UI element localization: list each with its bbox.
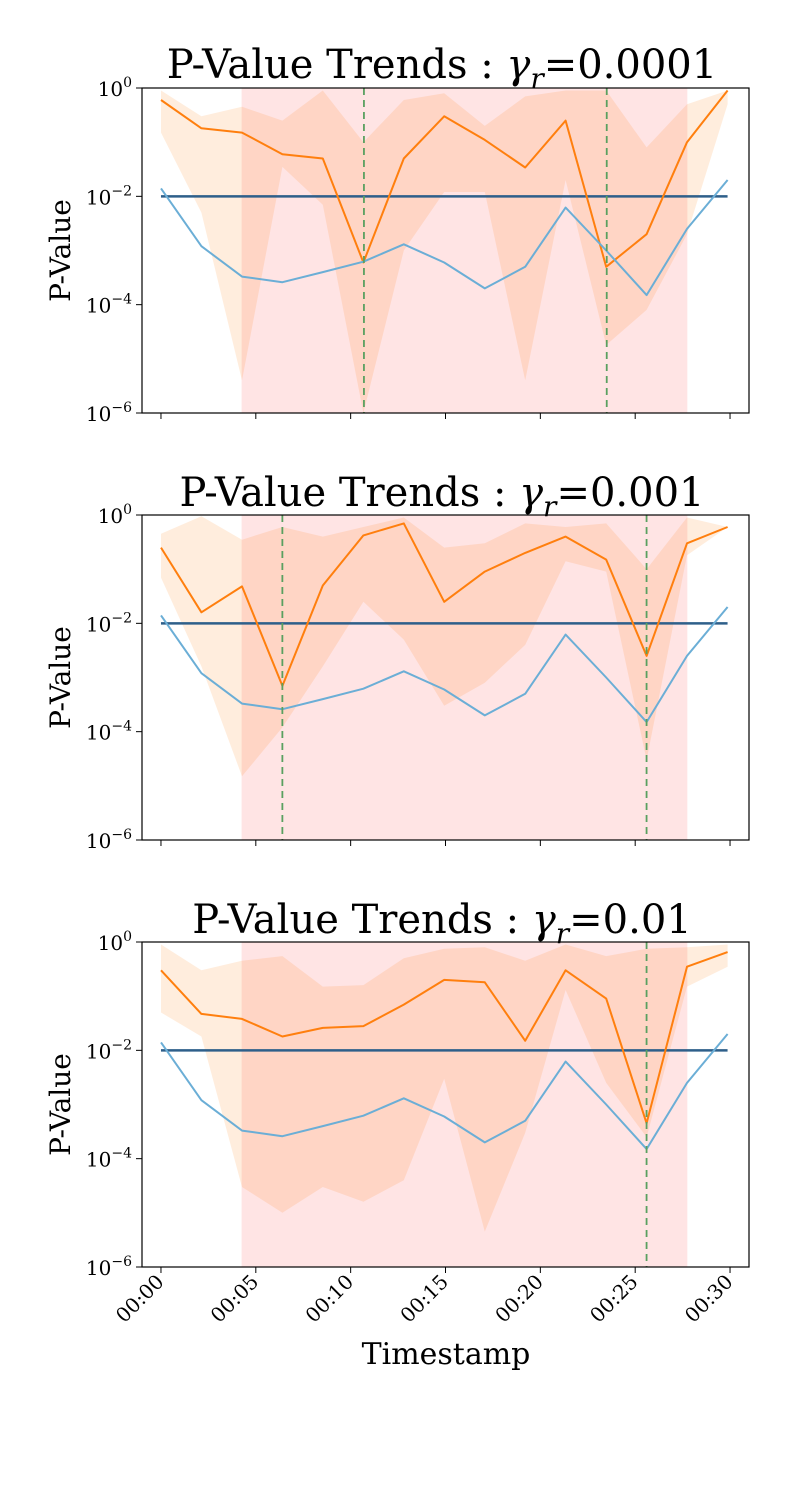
x-tick-label: 00:10 <box>300 1270 358 1328</box>
x-tick-label: 00:25 <box>585 1270 643 1328</box>
y-tick-label: 100 <box>98 75 132 101</box>
blue-series-line <box>160 606 729 724</box>
y-tick-label: 100 <box>98 502 132 528</box>
y-tick-label: 10−2 <box>86 610 132 636</box>
plot-area <box>160 515 729 840</box>
anomaly-span <box>241 515 688 840</box>
orange-series-line <box>160 951 728 1125</box>
y-tick-label: 10−6 <box>86 400 132 426</box>
orange-confidence-band <box>161 516 728 777</box>
chart-title: P-Value Trends : γr=0.0001 <box>167 42 717 95</box>
y-tick-label: 10−2 <box>86 1037 132 1063</box>
y-axis-label: P-Value <box>44 199 77 302</box>
plot-area <box>160 942 729 1267</box>
orange-series-line <box>160 89 729 268</box>
plot-area <box>160 88 729 413</box>
orange-series-line <box>160 522 728 687</box>
chart-title: P-Value Trends : γr=0.001 <box>180 470 705 523</box>
blue-series-line <box>160 179 729 297</box>
x-tick-label: 00:30 <box>680 1270 738 1328</box>
blue-series-line <box>160 1033 729 1151</box>
y-tick-label: 10−2 <box>86 183 132 209</box>
y-tick-label: 10−6 <box>86 1254 132 1280</box>
x-tick-label: 00:20 <box>490 1270 548 1328</box>
y-axis-label: P-Value <box>44 1053 77 1156</box>
y-tick-label: 10−4 <box>86 292 132 318</box>
chart-panel-2: 100 10−2 10−4 10−6 P-Value P-Value Trends : γ… <box>44 470 750 853</box>
chart-title: P-Value Trends : γr=0.01 <box>192 897 691 950</box>
orange-confidence-band <box>161 90 728 413</box>
y-tick-label: 10−6 <box>86 827 132 853</box>
y-tick-label: 10−4 <box>86 1146 132 1172</box>
x-tick-label: 00:05 <box>206 1270 264 1328</box>
anomaly-span <box>241 942 688 1267</box>
chart-panel-1: 100 10−2 10−4 10−6 P-Value P-Value Trends : γ… <box>44 42 750 426</box>
x-tick-label: 00:00 <box>111 1270 169 1328</box>
y-tick-label: 100 <box>98 929 132 955</box>
y-axis-label: P-Value <box>44 626 77 729</box>
y-tick-label: 10−4 <box>86 719 132 745</box>
x-tick-label: 00:15 <box>395 1270 453 1328</box>
chart-panel-3: 100 10−2 10−4 10−6 P-Value P-Value Trends : γ… <box>44 897 750 1372</box>
anomaly-span <box>241 88 688 413</box>
orange-confidence-band <box>161 944 728 1232</box>
x-axis-label: Timestamp <box>362 1337 531 1372</box>
